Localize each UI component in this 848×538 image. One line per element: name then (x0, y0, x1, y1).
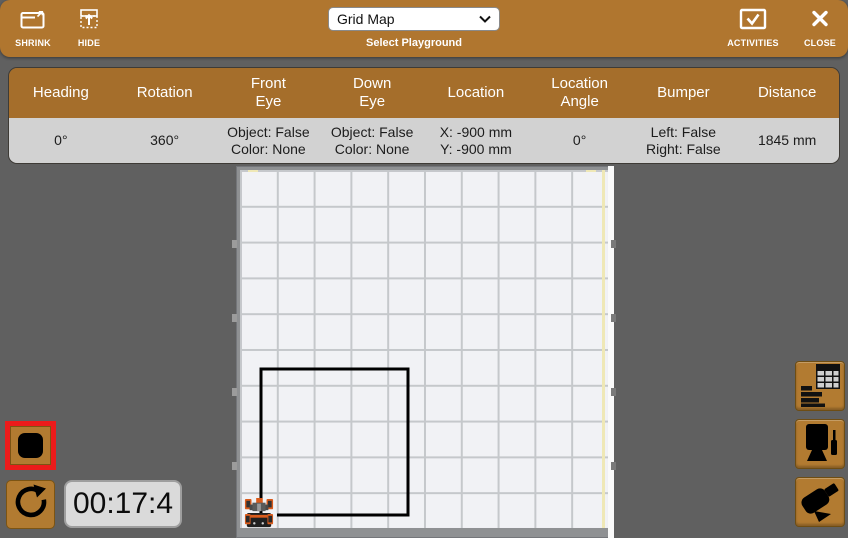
sensor-table-value-row: 0° 360° Object: False Color: None Object… (9, 118, 839, 163)
shrink-button[interactable]: SHRINK (10, 8, 56, 48)
column-header-bumper: Bumper (657, 84, 710, 101)
stop-button[interactable] (5, 421, 56, 470)
down-eye-value: Object: False Color: None (330, 123, 414, 157)
field-boundary-line (248, 170, 258, 172)
sensor-table-header-row: Heading Rotation Front Eye Down Eye Loca… (9, 68, 839, 118)
location-value: X: -900 mm Y: -900 mm (439, 123, 513, 157)
shrink-window-icon (20, 8, 46, 35)
map-tick (232, 314, 237, 322)
column-header-rotation: Rotation (136, 84, 193, 101)
column-header-location: Location (447, 84, 505, 101)
column-header-front-eye: Front Eye (250, 75, 286, 110)
column-header-down-eye: Down Eye (352, 75, 392, 110)
dashboard-toggle-button[interactable] (795, 361, 845, 411)
timer-value: 00:17:4 (72, 487, 174, 520)
hide-button[interactable]: HIDE (66, 8, 112, 48)
pen-trail-square-path (259, 367, 410, 517)
activities-button[interactable]: ACTIVITIES (722, 8, 784, 48)
map-tick (611, 388, 616, 396)
playground-select[interactable]: Grid Map (328, 7, 500, 31)
rotation-value: 360° (150, 132, 180, 149)
column-header-heading: Heading (32, 84, 89, 101)
close-x-icon (810, 8, 830, 35)
activities-label: ACTIVITIES (727, 38, 779, 48)
playground-select-value: Grid Map (337, 11, 395, 27)
field-boundary-line (602, 170, 605, 528)
heading-value: 0° (54, 132, 68, 149)
timer-display: 00:17:4 (64, 480, 182, 528)
map-tick (611, 314, 616, 322)
activities-checkbox-icon (739, 8, 767, 35)
reset-circular-arrow-icon (13, 484, 49, 525)
shrink-label: SHRINK (15, 38, 51, 48)
map-tick (611, 240, 616, 248)
camera-view-icon (798, 478, 842, 527)
map-tick (232, 462, 237, 470)
front-eye-value: Object: False Color: None (227, 123, 310, 157)
sensor-dashboard-table: Heading Rotation Front Eye Down Eye Loca… (8, 67, 840, 164)
map-tick (232, 240, 237, 248)
chevron-down-icon (479, 10, 491, 28)
grid-map-field (240, 170, 608, 528)
map-tick (232, 388, 237, 396)
map-frame-right-edge (608, 166, 614, 538)
distance-value: 1845 mm (757, 132, 817, 149)
pen-trail-drawing (259, 367, 410, 517)
robot-pen-toggle-button[interactable] (795, 419, 845, 469)
close-label: CLOSE (803, 38, 836, 48)
vr-robot (244, 498, 274, 528)
robot-pen-icon (798, 420, 842, 469)
top-toolbar: SHRINK HIDE Grid Map Select Playground (0, 0, 848, 57)
column-header-location-angle: Location Angle (551, 75, 608, 110)
reset-button[interactable] (6, 480, 55, 529)
column-header-distance: Distance (757, 84, 817, 101)
stop-square-icon (18, 433, 43, 458)
close-button[interactable]: CLOSE (796, 8, 844, 48)
location-angle-value: 0° (572, 132, 587, 149)
hide-label: HIDE (77, 38, 101, 48)
field-boundary-line (586, 170, 596, 172)
bumper-value: Left: False Right: False (646, 123, 721, 157)
select-playground-caption: Select Playground (366, 37, 462, 49)
grid-map-playground (236, 166, 614, 538)
hide-panel-icon (78, 8, 100, 35)
camera-view-button[interactable] (795, 477, 845, 527)
map-tick (611, 462, 616, 470)
sensor-dashboard-icon (798, 361, 842, 412)
